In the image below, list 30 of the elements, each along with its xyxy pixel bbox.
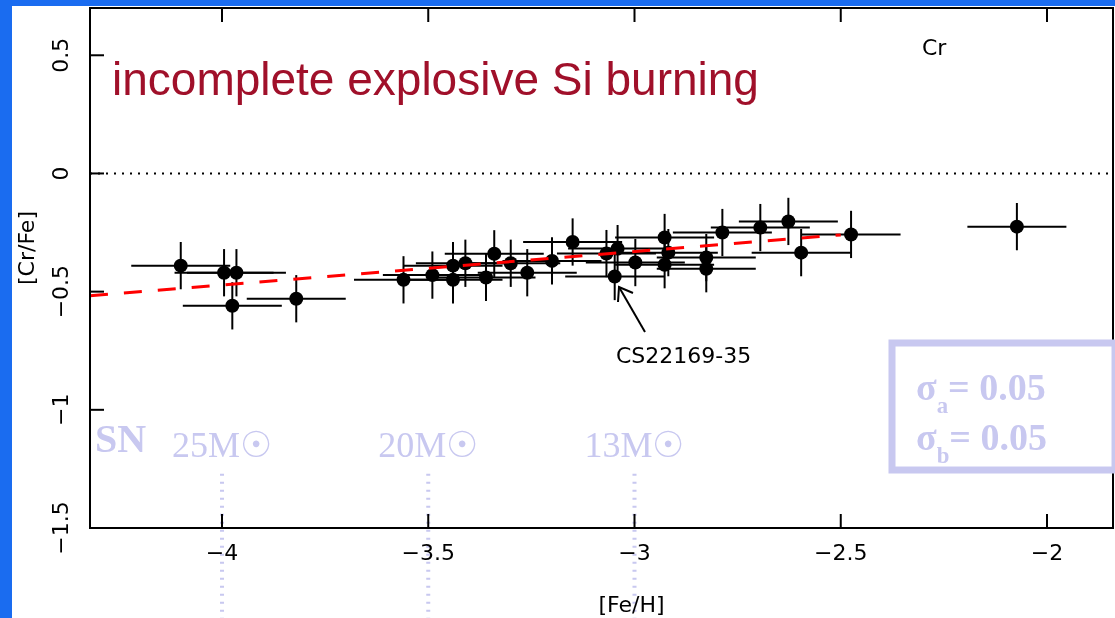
point <box>699 261 714 276</box>
point <box>1009 219 1024 234</box>
point <box>520 265 535 280</box>
annotation: Cr <box>922 35 948 60</box>
y-tick-label: −1.5 <box>48 501 73 555</box>
x-axis-title: [Fe/H] <box>598 592 665 617</box>
x-tick-label: −3 <box>618 540 651 565</box>
point <box>173 258 188 273</box>
y-tick-label: 0.5 <box>48 37 73 73</box>
y-tick-label: 0 <box>48 166 73 181</box>
y-tick-label: −0.5 <box>48 264 73 319</box>
text: incomplete explosive Si burning <box>112 53 759 105</box>
point <box>753 220 768 235</box>
annotation: CS22169-35 <box>616 343 752 368</box>
point <box>781 214 796 229</box>
point <box>545 253 559 268</box>
x-tick-label: −4 <box>205 540 239 565</box>
point <box>289 291 304 306</box>
point <box>607 269 622 284</box>
point <box>229 265 244 280</box>
y-axis-title: [Cr/Fe] <box>14 211 39 285</box>
x-tick-label: −3.5 <box>401 540 455 565</box>
point <box>487 246 502 261</box>
y-tick-label: −1 <box>48 393 73 427</box>
point <box>565 235 580 249</box>
point <box>844 227 859 242</box>
point <box>225 298 240 313</box>
x-tick-label: −2.5 <box>814 540 868 565</box>
x-tick-label: −2 <box>1030 540 1064 565</box>
point <box>794 245 809 260</box>
